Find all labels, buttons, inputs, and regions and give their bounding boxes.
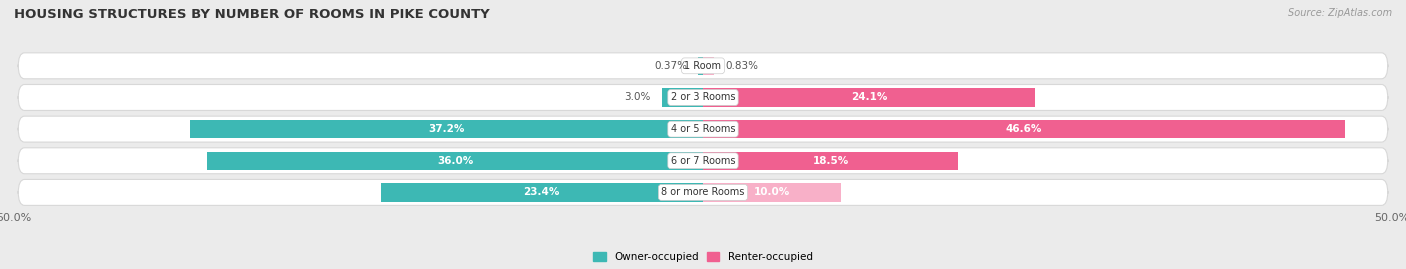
FancyBboxPatch shape (18, 53, 1388, 79)
Text: 3.0%: 3.0% (624, 93, 651, 102)
Text: 1 Room: 1 Room (685, 61, 721, 71)
Text: 0.37%: 0.37% (654, 61, 688, 71)
Legend: Owner-occupied, Renter-occupied: Owner-occupied, Renter-occupied (589, 247, 817, 266)
FancyBboxPatch shape (18, 84, 1388, 111)
Bar (703, 57, 714, 75)
Text: 23.4%: 23.4% (523, 187, 560, 197)
Bar (207, 152, 703, 170)
Text: 2 or 3 Rooms: 2 or 3 Rooms (671, 93, 735, 102)
Text: 46.6%: 46.6% (1005, 124, 1042, 134)
Text: 37.2%: 37.2% (429, 124, 465, 134)
Bar (703, 120, 1346, 138)
Text: HOUSING STRUCTURES BY NUMBER OF ROOMS IN PIKE COUNTY: HOUSING STRUCTURES BY NUMBER OF ROOMS IN… (14, 8, 489, 21)
Text: 18.5%: 18.5% (813, 156, 849, 166)
Bar (662, 88, 703, 107)
FancyBboxPatch shape (18, 148, 1388, 174)
Bar (697, 57, 703, 75)
Bar (190, 120, 703, 138)
Bar (381, 183, 703, 201)
Text: 10.0%: 10.0% (754, 187, 790, 197)
Bar (703, 183, 841, 201)
Text: 0.83%: 0.83% (725, 61, 758, 71)
Text: 8 or more Rooms: 8 or more Rooms (661, 187, 745, 197)
Bar (703, 88, 1035, 107)
Text: 6 or 7 Rooms: 6 or 7 Rooms (671, 156, 735, 166)
Text: 24.1%: 24.1% (851, 93, 887, 102)
Text: 36.0%: 36.0% (437, 156, 472, 166)
FancyBboxPatch shape (18, 116, 1388, 142)
Text: Source: ZipAtlas.com: Source: ZipAtlas.com (1288, 8, 1392, 18)
Bar (703, 152, 957, 170)
FancyBboxPatch shape (18, 179, 1388, 206)
Text: 4 or 5 Rooms: 4 or 5 Rooms (671, 124, 735, 134)
